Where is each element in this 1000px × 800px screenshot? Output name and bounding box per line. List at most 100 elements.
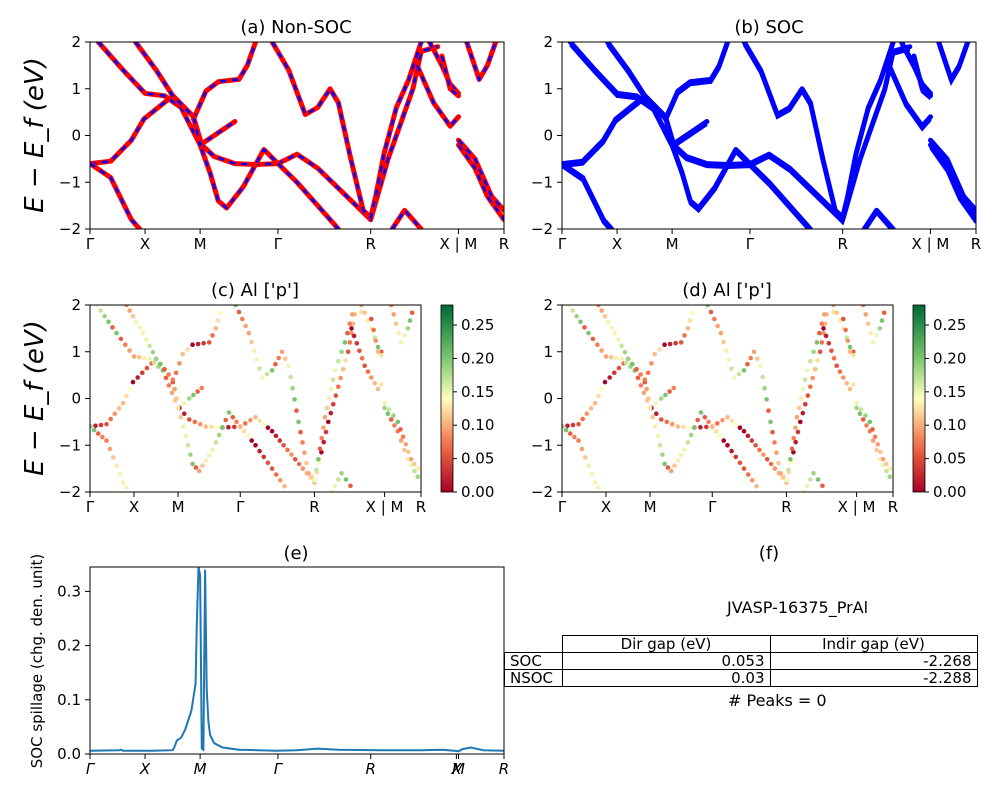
projection-point [193,465,199,470]
projection-point [213,326,219,331]
projection-point [819,340,825,345]
projection-point [181,424,186,429]
projection-point [348,483,353,489]
colorbar-tick-label: 0.10 [933,416,966,434]
projection-point [563,427,569,433]
colorbar-tick-label: 0.25 [461,316,494,334]
projection-point [612,370,617,376]
x-tick-label: R [365,235,375,253]
band-line-split [569,44,752,214]
x-tick-label: Γ [86,760,96,778]
band-line-overlay [457,144,504,221]
projection-point [726,357,732,363]
projection-point [791,450,796,455]
projection-point [388,417,394,422]
projection-point [412,461,417,467]
x-tick-label: Γ [708,498,717,516]
x-tick-label: X [612,235,622,253]
projection-point [248,418,253,423]
projection-point [685,440,691,445]
band-line-split [742,44,895,224]
projection-point [338,375,344,381]
band-line [886,62,933,129]
projection-point [602,313,608,319]
projection-point [319,435,325,441]
projection-point [199,385,204,391]
projection-point [116,406,122,411]
x-tick-label: R [888,498,898,516]
projection-point [675,458,681,463]
projection-point [286,363,291,369]
projection-point [282,483,287,489]
projection-point [351,333,357,339]
projection-point [753,443,758,448]
projection-point [612,330,618,336]
projection-point [339,349,344,355]
panel-b-plot-area [562,42,976,229]
projection-point [214,424,220,430]
projection-point [289,452,294,457]
projection-point [678,452,684,458]
projection-point [801,489,806,492]
projection-point [127,386,132,392]
projection-point [619,343,624,349]
projection-point [808,477,813,482]
projection-point [254,357,260,363]
projection-point [820,483,825,489]
projection-point [215,318,221,323]
y-tick-label: −1 [59,173,81,191]
projection-point [808,384,813,390]
band-line-overlay [271,42,423,220]
projection-point [857,411,863,417]
projection-point [114,463,119,469]
projection-point [391,413,396,418]
projection-point [761,452,766,457]
projection-point [589,471,595,477]
projection-point [819,321,825,327]
projection-point [721,339,726,345]
projection-point [322,414,328,420]
colorbar-tick-label: 0.00 [461,483,494,501]
spillage-line [89,566,505,753]
projection-point [398,427,403,432]
projection-point [596,485,601,490]
y-tick-label: −2 [531,483,553,501]
projection-point [870,427,875,432]
projection-point [249,339,254,345]
projection-point [249,438,254,443]
projection-point [642,377,648,383]
projection-point [689,310,695,316]
row-label: SOC [504,652,563,670]
y-tick-label: 2 [543,296,553,314]
projection-point [123,342,128,348]
projection-point [831,356,837,361]
projection-point [572,434,577,440]
projection-point [603,354,609,359]
projection-point [844,381,849,386]
projection-point [751,349,757,355]
projection-point [130,313,136,319]
projection-point [217,310,223,316]
projection-point [650,414,655,420]
projection-point [333,393,339,398]
projection-point [319,450,324,455]
x-tick-label: Γ [86,498,95,516]
projection-point [264,371,270,377]
projection-point [592,400,598,406]
projection-point [220,425,225,430]
projection-point [748,355,753,361]
projection-point [570,308,575,313]
projection-point [630,361,635,367]
projection-point [774,450,779,456]
projection-point [864,423,869,428]
projection-point [232,424,237,430]
x-tick-label: R [499,760,509,778]
projection-point [201,340,206,346]
projection-point [253,414,258,420]
band-line [562,44,913,223]
projection-point [653,400,658,406]
projection-point [144,365,150,371]
projection-point [396,330,402,336]
projection-point [169,390,175,396]
projection-point [226,424,231,430]
